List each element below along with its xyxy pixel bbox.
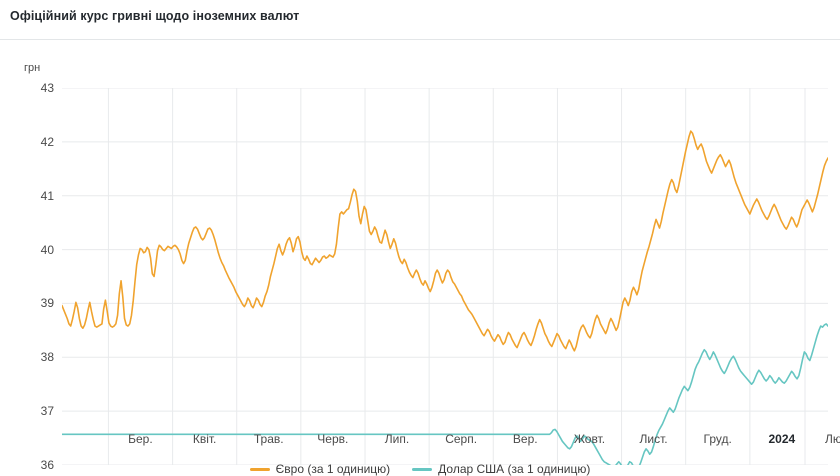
y-axis-unit-label: грн — [24, 62, 41, 74]
x-axis-tick-label: Лют. — [824, 432, 840, 446]
legend-label: Долар США (за 1 одиницю) — [438, 462, 591, 476]
line-series-euro — [62, 130, 828, 352]
plot-area — [62, 88, 828, 465]
y-axis-tick-label: 43 — [40, 81, 54, 95]
x-axis-labels: Бер. Квіт. Трав. Черв. Лип. Серп. Вер. Жовт. Лис… — [0, 40, 840, 474]
y-axis-tick-label: 39 — [40, 296, 54, 311]
legend-color-swatch — [249, 467, 270, 471]
x-axis-tick-label: Жовт. — [573, 432, 606, 446]
legend-item[interactable]: Євро (за 1 одиницю) — [249, 462, 391, 476]
x-axis-tick-label: Лист. — [639, 432, 668, 446]
line-series-usd — [62, 323, 828, 465]
y-axis-tick-label: 37 — [40, 404, 54, 419]
x-axis-tick-label: Трав. — [253, 432, 284, 446]
y-axis-labels: 36 37 38 39 40 41 42 43 — [0, 40, 54, 474]
y-axis-tick-label: 42 — [40, 134, 54, 149]
legend-item[interactable]: Долар США (за 1 одиницю) — [412, 462, 590, 476]
page-header: Офіційний курс гривні щодо іноземних вал… — [0, 0, 840, 40]
x-axis-tick-label: Черв. — [317, 432, 349, 446]
x-axis-tick-label: Лип. — [384, 432, 410, 446]
chart-container: грн 36 37 38 39 40 41 42 43 Бер. Квіт. Трав. Черв.… — [0, 40, 840, 476]
y-axis-tick-label: 41 — [40, 188, 54, 203]
x-axis-tick-label: Серп. — [445, 432, 478, 446]
x-axis-tick-label: 2024 — [768, 432, 796, 446]
y-axis-tick-label: 38 — [40, 350, 54, 365]
x-axis-tick-label: Бер. — [128, 432, 153, 446]
x-axis-tick-label: Груд. — [703, 432, 732, 446]
legend-color-swatch — [412, 467, 433, 471]
page-title: Офіційний курс гривні щодо іноземних вал… — [10, 9, 300, 23]
y-axis-tick-label: 40 — [40, 242, 54, 257]
chart-legend: Євро (за 1 одиницю) Долар США (за 1 одини… — [0, 462, 840, 476]
chart-svg — [62, 88, 828, 465]
x-axis-tick-label: Вер. — [512, 432, 538, 446]
legend-label: Євро (за 1 одиницю) — [275, 462, 391, 476]
horizontal-gridlines — [62, 88, 828, 465]
x-axis-tick-label: Квіт. — [192, 432, 217, 446]
y-axis-tick-label: 36 — [40, 458, 54, 472]
